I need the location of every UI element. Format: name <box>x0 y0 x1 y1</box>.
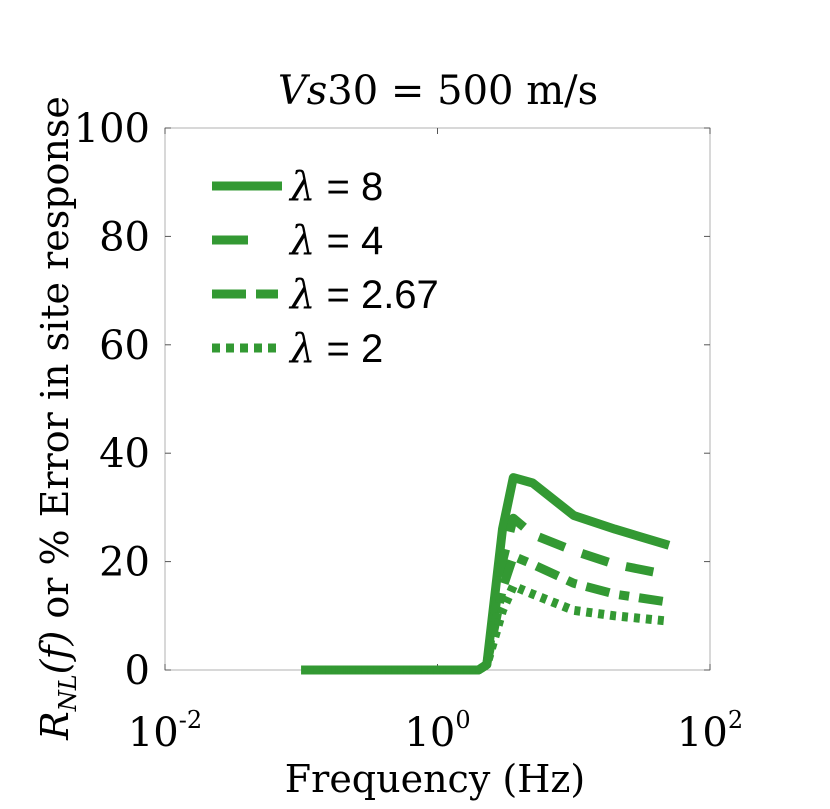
y-tick-label: 20 <box>99 540 150 586</box>
x-tick-label: 102 <box>677 706 743 756</box>
y-axis-tick-labels: 0 20 40 60 80 100 <box>74 106 150 694</box>
x-tick-label: 100 <box>404 706 470 756</box>
x-tick-exponent: -2 <box>179 706 202 734</box>
chart-title-italic: Vs <box>278 68 327 114</box>
x-axis-label: Frequency (Hz) <box>285 757 585 801</box>
y-tick-label: 100 <box>74 106 150 152</box>
x-tick-base: 10 <box>404 710 455 756</box>
y-axis-label-rest: or % Error in site response <box>33 96 77 619</box>
legend-greek: λ <box>288 326 315 372</box>
legend-value: = 2.67 <box>315 273 438 317</box>
x-tick-exponent: 0 <box>455 706 470 734</box>
legend-value: = 4 <box>315 219 383 263</box>
x-tick-base: 10 <box>128 710 179 756</box>
series-line-2 <box>301 513 670 675</box>
legend-greek: λ <box>288 272 315 318</box>
y-axis-label-subscript: NL <box>54 674 82 712</box>
legend-greek: λ <box>288 218 315 264</box>
legend-value: = 8 <box>315 165 383 209</box>
axis-ticks <box>164 127 711 671</box>
legend-label-4: λ = 2 <box>288 326 383 372</box>
x-tick-label: 10-2 <box>128 706 202 756</box>
y-tick-label: 0 <box>125 648 150 694</box>
y-tick-label: 40 <box>99 431 150 477</box>
series-line-1 <box>301 473 671 675</box>
legend-label-3: λ = 2.67 <box>288 272 439 318</box>
legend-value: = 2 <box>315 327 383 371</box>
x-axis-tick-labels: 10-2 100 102 <box>128 706 743 756</box>
series-lines <box>301 473 671 675</box>
chart-title-rest: 30 = 500 m/s <box>327 68 598 114</box>
legend: λ = 8λ = 4λ = 2.67λ = 2 <box>212 164 439 372</box>
series-line-4 <box>301 581 670 675</box>
y-axis-label-symbol: R <box>33 711 77 741</box>
chart-title: Vs30 = 500 m/s <box>278 68 598 114</box>
legend-label-1: λ = 8 <box>288 164 383 210</box>
y-tick-label: 80 <box>99 214 150 260</box>
legend-label-2: λ = 4 <box>288 218 383 264</box>
x-tick-base: 10 <box>677 710 728 756</box>
series-line-3 <box>301 551 670 675</box>
y-axis-label: RNL(f) or % Error in site response <box>33 96 82 741</box>
legend-greek: λ <box>288 164 315 210</box>
y-axis-label-args: (f) <box>33 631 77 675</box>
y-tick-label: 60 <box>99 323 150 369</box>
plot-area <box>164 127 711 671</box>
x-tick-exponent: 2 <box>728 706 743 734</box>
